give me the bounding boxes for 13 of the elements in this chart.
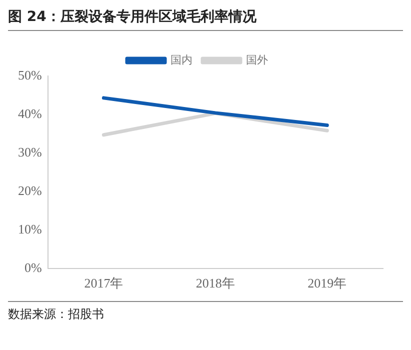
x-tick-label: 2018年 [196, 276, 235, 291]
x-tick-label: 2019年 [308, 276, 347, 291]
legend-label: 国内 [170, 53, 192, 66]
chart-title: 图 24：压裂设备专用件区域毛利率情况 [8, 8, 403, 31]
y-tick-label: 30% [18, 144, 42, 160]
legend-label: 国外 [246, 53, 268, 66]
y-tick-label: 10% [18, 221, 42, 236]
x-tick-label: 2017年 [84, 276, 124, 291]
y-tick-label: 50% [18, 67, 42, 82]
y-tick-label: 0% [24, 260, 42, 275]
y-tick-label: 20% [18, 182, 42, 198]
y-tick-label: 40% [18, 106, 42, 121]
source-note: 数据来源：招股书 [8, 301, 403, 323]
